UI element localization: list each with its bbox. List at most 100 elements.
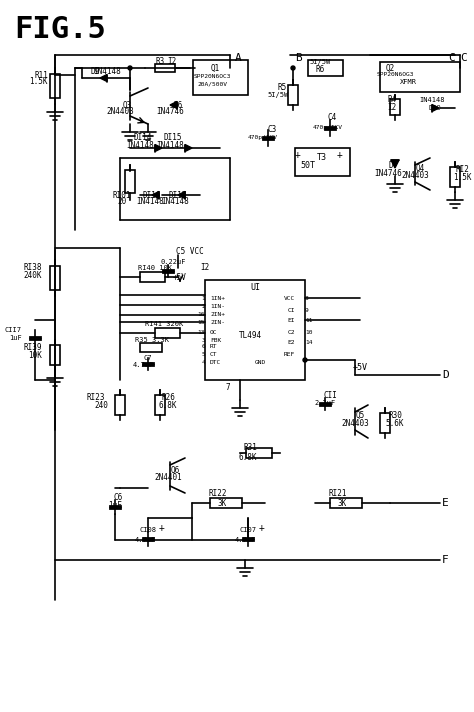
Text: A: A xyxy=(235,53,242,63)
Text: R6: R6 xyxy=(315,66,325,75)
Text: R4: R4 xyxy=(387,95,397,105)
Text: 2N4403: 2N4403 xyxy=(341,419,369,427)
Text: 2: 2 xyxy=(201,303,205,308)
Text: DTC: DTC xyxy=(210,360,221,365)
Text: 2.2uF: 2.2uF xyxy=(314,400,336,406)
Text: 240K: 240K xyxy=(24,271,42,281)
Text: D: D xyxy=(442,370,449,380)
Text: FBK: FBK xyxy=(210,337,221,342)
Polygon shape xyxy=(170,102,177,108)
Text: CI08: CI08 xyxy=(139,527,156,533)
Text: +: + xyxy=(259,523,265,533)
Bar xyxy=(246,448,272,458)
Text: VCC: VCC xyxy=(284,295,295,300)
Text: 1IN+: 1IN+ xyxy=(210,295,225,300)
Text: IN4148: IN4148 xyxy=(156,140,184,150)
Text: RI21: RI21 xyxy=(329,490,347,498)
Bar xyxy=(193,60,248,95)
Bar xyxy=(155,395,165,415)
Text: I2: I2 xyxy=(167,58,177,66)
Text: 1.5K: 1.5K xyxy=(29,78,48,86)
Text: 3: 3 xyxy=(201,337,205,342)
Bar xyxy=(308,60,343,76)
Text: Q1: Q1 xyxy=(210,63,219,73)
Text: 0.22uF: 0.22uF xyxy=(160,259,186,265)
Text: 5: 5 xyxy=(201,352,205,357)
Text: 11: 11 xyxy=(305,318,312,323)
Text: E2: E2 xyxy=(288,340,295,345)
Bar xyxy=(50,74,60,98)
Text: 3K: 3K xyxy=(218,500,227,508)
Bar xyxy=(380,413,390,433)
Text: 2IN+: 2IN+ xyxy=(210,313,225,318)
Text: TL494: TL494 xyxy=(238,330,262,340)
Polygon shape xyxy=(178,192,185,199)
Text: CT: CT xyxy=(210,352,218,357)
Polygon shape xyxy=(152,192,159,199)
Text: 6.8K: 6.8K xyxy=(239,454,257,463)
Text: GND: GND xyxy=(255,360,266,365)
Bar xyxy=(155,328,180,338)
Text: DIO: DIO xyxy=(428,105,441,111)
Text: R30: R30 xyxy=(388,411,402,419)
Text: 2IN-: 2IN- xyxy=(210,320,225,325)
Text: XFMR: XFMR xyxy=(400,79,417,85)
Text: +5V: +5V xyxy=(353,364,367,372)
Text: 5I/5W: 5I/5W xyxy=(267,92,289,98)
Bar xyxy=(50,345,60,365)
Text: 4.7uF: 4.7uF xyxy=(234,537,255,543)
Text: RI2: RI2 xyxy=(455,165,469,174)
Text: 14: 14 xyxy=(305,340,312,345)
Text: 4.7uF: 4.7uF xyxy=(132,362,154,368)
Text: 13: 13 xyxy=(198,330,205,335)
Text: +: + xyxy=(295,150,301,160)
Text: 240: 240 xyxy=(94,402,108,411)
Text: IN4148: IN4148 xyxy=(126,140,154,150)
Text: RI23: RI23 xyxy=(86,394,105,402)
Text: Q5: Q5 xyxy=(356,411,365,419)
Text: 8: 8 xyxy=(305,295,309,300)
Bar xyxy=(295,148,350,176)
Text: C: C xyxy=(460,53,467,63)
Text: 1: 1 xyxy=(201,295,205,300)
Text: 2N4401: 2N4401 xyxy=(154,473,182,483)
Text: DI16: DI16 xyxy=(143,191,161,199)
Text: 16: 16 xyxy=(198,313,205,318)
Text: 10K: 10K xyxy=(28,352,42,360)
Text: E: E xyxy=(442,498,449,508)
Bar xyxy=(288,85,298,105)
Bar xyxy=(50,266,60,290)
Polygon shape xyxy=(100,75,107,81)
Bar xyxy=(140,343,162,352)
Text: DI17: DI17 xyxy=(169,191,187,199)
Text: 1uF: 1uF xyxy=(108,501,122,510)
Text: D7: D7 xyxy=(388,160,398,169)
Bar xyxy=(125,170,135,193)
Text: R11: R11 xyxy=(34,70,48,80)
Text: 7: 7 xyxy=(225,382,230,392)
Text: I2: I2 xyxy=(387,103,397,112)
Text: RI40 10K: RI40 10K xyxy=(138,265,172,271)
Text: 3K: 3K xyxy=(337,500,346,508)
Text: REF: REF xyxy=(284,352,295,357)
Text: 20A/500V: 20A/500V xyxy=(197,81,227,86)
Text: 6.8K: 6.8K xyxy=(159,402,177,411)
Text: Q2: Q2 xyxy=(385,63,395,73)
Text: C7: C7 xyxy=(144,355,152,361)
Text: R5: R5 xyxy=(277,83,287,93)
Text: C4: C4 xyxy=(328,113,337,122)
Text: 10: 10 xyxy=(305,330,312,335)
Text: IN4148: IN4148 xyxy=(161,197,189,206)
Polygon shape xyxy=(155,145,162,152)
Text: IN4148: IN4148 xyxy=(93,68,121,76)
Text: +: + xyxy=(337,150,343,160)
Text: Q3: Q3 xyxy=(122,100,132,110)
Text: I2: I2 xyxy=(201,263,210,273)
Text: RI38: RI38 xyxy=(24,263,42,273)
Text: 50T: 50T xyxy=(301,160,316,169)
Text: SPP20N6OG3: SPP20N6OG3 xyxy=(376,73,414,78)
Text: CII7: CII7 xyxy=(5,327,22,333)
Text: CI: CI xyxy=(288,308,295,313)
Text: 20: 20 xyxy=(118,197,127,206)
Text: IN4148: IN4148 xyxy=(136,197,164,206)
